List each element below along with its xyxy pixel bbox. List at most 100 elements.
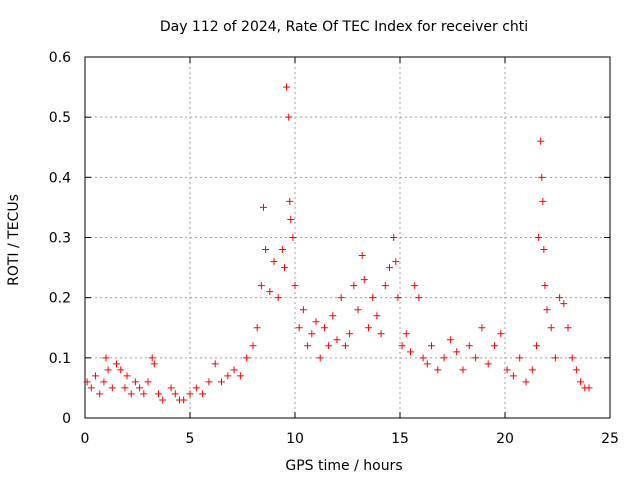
data-point xyxy=(568,354,576,362)
data-point xyxy=(556,294,564,302)
data-point xyxy=(381,282,389,290)
data-point xyxy=(167,384,175,392)
data-point xyxy=(270,258,278,266)
data-point xyxy=(415,294,423,302)
data-point xyxy=(87,384,95,392)
data-point xyxy=(100,378,108,386)
data-point xyxy=(150,360,158,368)
data-point xyxy=(291,282,299,290)
data-point xyxy=(257,282,265,290)
data-point xyxy=(104,366,112,374)
data-point xyxy=(411,282,419,290)
data-point xyxy=(329,312,337,320)
data-point xyxy=(535,234,543,241)
data-point xyxy=(83,378,91,386)
data-point xyxy=(360,276,368,284)
data-point xyxy=(286,197,294,205)
data-point xyxy=(199,390,207,398)
data-point xyxy=(440,354,448,362)
data-point xyxy=(171,390,179,398)
data-point xyxy=(551,354,559,362)
data-point xyxy=(428,342,435,350)
data-point xyxy=(541,282,549,290)
x-tick-label: 10 xyxy=(286,431,304,447)
data-point xyxy=(537,137,545,145)
y-tick-label: 0.6 xyxy=(49,50,71,66)
grid-lines xyxy=(85,57,610,418)
data-point xyxy=(350,282,358,290)
data-point xyxy=(249,342,257,350)
data-point xyxy=(92,372,99,380)
data-point xyxy=(560,300,568,308)
data-point xyxy=(140,390,148,398)
data-point xyxy=(192,384,200,392)
data-point xyxy=(253,324,261,332)
data-point xyxy=(236,372,244,380)
y-tick-label: 0.3 xyxy=(49,231,71,247)
data-point xyxy=(465,342,473,350)
data-point xyxy=(390,234,398,241)
data-point xyxy=(325,342,333,350)
data-point xyxy=(180,396,188,404)
data-point xyxy=(453,348,461,356)
data-point xyxy=(224,372,232,380)
data-point xyxy=(539,197,547,205)
data-point xyxy=(365,324,372,332)
data-point xyxy=(131,378,139,386)
data-point xyxy=(266,288,274,296)
x-tick-label: 25 xyxy=(601,431,619,447)
data-point xyxy=(285,113,293,121)
data-point xyxy=(243,354,251,362)
data-point xyxy=(320,324,328,332)
data-point xyxy=(392,258,400,266)
data-point xyxy=(304,342,312,350)
y-tick-label: 0.1 xyxy=(49,351,71,367)
axis-ticks: 0 5 10 15 20 25 0 0.1 0.2 0.3 0.4 0.5 0.6 xyxy=(49,50,619,447)
data-point xyxy=(423,360,431,368)
data-point xyxy=(516,354,524,362)
data-point xyxy=(299,306,307,314)
data-point xyxy=(278,246,286,254)
y-tick-label: 0.4 xyxy=(49,170,71,186)
data-point xyxy=(509,372,517,380)
data-point xyxy=(484,360,492,368)
data-point xyxy=(123,372,131,380)
y-tick-label: 0.5 xyxy=(49,110,71,126)
data-point xyxy=(386,264,393,272)
data-point xyxy=(446,336,454,344)
data-point xyxy=(274,294,282,302)
data-point xyxy=(497,330,505,338)
data-point xyxy=(295,324,303,332)
data-point xyxy=(102,354,110,362)
chart-title: Day 112 of 2024, Rate Of TEC Index for r… xyxy=(160,19,528,35)
data-point xyxy=(540,246,548,254)
data-point xyxy=(394,294,402,302)
y-tick-label: 0.2 xyxy=(49,291,71,307)
data-point xyxy=(337,294,345,302)
x-tick-label: 0 xyxy=(81,431,90,447)
data-point xyxy=(402,330,410,338)
data-point xyxy=(533,342,540,350)
data-point xyxy=(287,215,295,223)
data-point xyxy=(113,360,120,368)
data-point xyxy=(289,234,297,241)
x-tick-label: 5 xyxy=(186,431,195,447)
data-point xyxy=(577,378,585,386)
data-point xyxy=(543,306,551,314)
data-point xyxy=(572,366,580,374)
data-point xyxy=(538,173,546,181)
x-axis-label: GPS time / hours xyxy=(285,458,402,474)
data-point xyxy=(108,384,116,392)
data-point xyxy=(478,324,486,332)
data-point xyxy=(316,354,324,362)
data-point xyxy=(218,378,225,386)
data-point xyxy=(522,378,530,386)
data-point xyxy=(121,384,129,392)
data-point xyxy=(312,318,320,326)
data-point xyxy=(281,264,288,272)
y-axis-label: ROTI / TECUs xyxy=(6,194,22,286)
x-tick-label: 20 xyxy=(496,431,514,447)
data-point xyxy=(472,354,480,362)
data-point xyxy=(369,294,377,302)
